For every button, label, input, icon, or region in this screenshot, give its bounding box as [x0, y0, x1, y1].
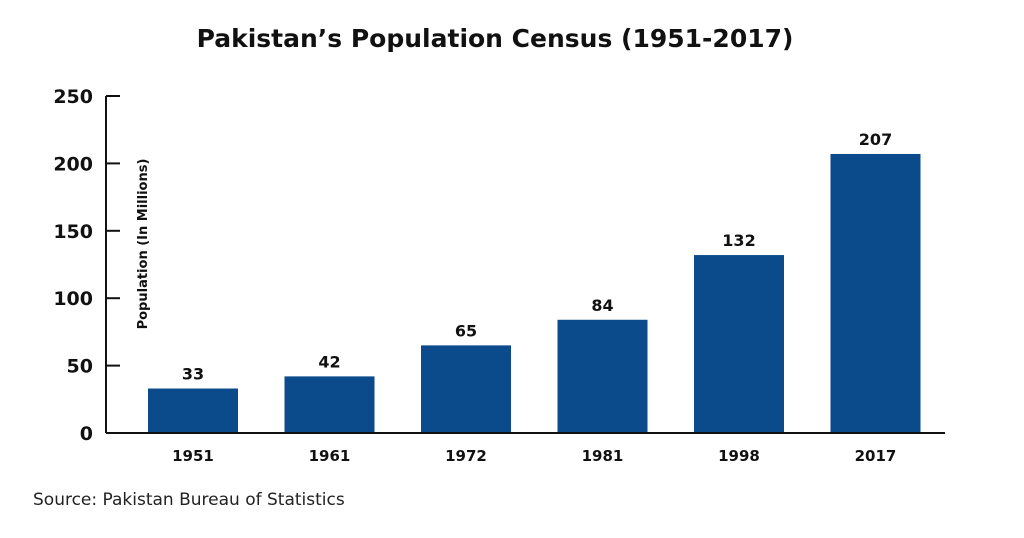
- bar-1961: [284, 376, 375, 433]
- x-tick-label-2017: 2017: [855, 447, 897, 465]
- x-tick-label-1981: 1981: [582, 447, 624, 465]
- y-tick-label: 100: [53, 288, 93, 310]
- source-note: Source: Pakistan Bureau of Statistics: [33, 490, 345, 510]
- bars-group: [148, 153, 921, 434]
- x-tick-label-1998: 1998: [718, 447, 760, 465]
- y-axis-label: Population (In Millions): [136, 159, 151, 330]
- data-label-1951: 33: [182, 365, 204, 384]
- y-tick-label: 150: [53, 221, 93, 243]
- y-tick-label: 0: [80, 423, 93, 445]
- bar-1981: [557, 319, 648, 433]
- x-tick-label-1961: 1961: [309, 447, 351, 465]
- chart-title: Pakistan’s Population Census (1951-2017): [197, 24, 794, 53]
- data-labels-group: 33 42 65 84 132 207: [182, 130, 892, 384]
- y-tick-label: 200: [53, 153, 93, 175]
- y-axis-ticks: 0 50 100 150 200 250: [53, 86, 120, 445]
- x-axis-labels: 1951 1961 1972 1981 1998 2017: [172, 447, 896, 465]
- bar-1951: [148, 388, 238, 433]
- y-tick-label: 250: [53, 86, 93, 108]
- y-tick-label: 50: [67, 356, 93, 378]
- x-tick-label-1972: 1972: [445, 447, 487, 465]
- bar-1972: [421, 345, 511, 433]
- data-label-1961: 42: [318, 352, 340, 371]
- data-label-1972: 65: [455, 321, 477, 340]
- x-tick-label-1951: 1951: [172, 447, 214, 465]
- data-label-1981: 84: [591, 296, 613, 315]
- data-label-1998: 132: [722, 231, 755, 250]
- bar-1998: [694, 255, 784, 433]
- bar-2017: [830, 153, 921, 434]
- data-label-2017: 207: [859, 130, 892, 149]
